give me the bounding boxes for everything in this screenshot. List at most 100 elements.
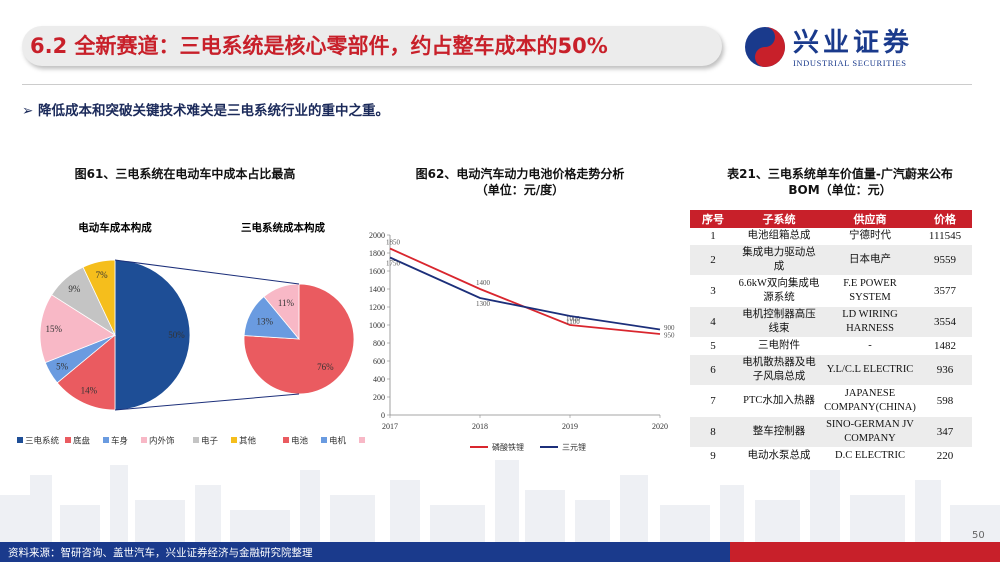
logo-text: 兴业证券	[793, 28, 914, 58]
connector-line-top	[114, 259, 300, 285]
legend-swatch	[103, 437, 109, 443]
y-tick-label: 800	[373, 339, 385, 348]
legend-swatch	[359, 437, 365, 443]
pie1-slice-3	[39, 294, 116, 364]
cell-index: 3	[690, 275, 736, 307]
legend-label: 三电系统	[25, 436, 60, 447]
y-tick-label: 2000	[369, 231, 385, 240]
cell-index: 1	[690, 228, 736, 245]
cell-index: 7	[690, 385, 736, 417]
cell-index: 5	[690, 337, 736, 355]
x-tick-label: 2017	[382, 422, 398, 431]
y-tick-label: 0	[381, 411, 385, 420]
fig62-line-chart: 0 200 400 600 800 1000 1200 1400 1600 1800 2000 201…	[369, 231, 675, 452]
pie2-slices: 76% 13% 11%	[243, 283, 355, 395]
pie1-slice-0	[114, 259, 191, 411]
cell-supplier: 日本电产	[822, 244, 918, 276]
cell-price: 3554	[918, 306, 972, 338]
cell-subsystem: 电池组箱总成	[736, 228, 822, 245]
company-logo-icon	[745, 27, 785, 67]
fig62-series: 1850 1400 1000 900 1750 1300 1100 950	[386, 239, 675, 340]
y-tick-label: 1600	[369, 267, 385, 276]
table21-subtitle: BOM（单位：元）	[788, 183, 892, 197]
cell-price: 936	[918, 354, 972, 386]
cell-index: 8	[690, 416, 736, 448]
cell-subsystem: 集成电力驱动总成	[736, 244, 822, 276]
legend-swatch	[231, 437, 237, 443]
legend-label: 电机	[329, 436, 347, 447]
data-label: 1300	[476, 300, 491, 308]
cell-subsystem: PTC水加入热器	[736, 385, 822, 417]
cell-supplier: F.E POWER SYSTEM	[822, 275, 918, 307]
legend-swatch	[193, 437, 199, 443]
data-label: 1000	[566, 315, 581, 323]
pie1-label-3: 15%	[46, 324, 63, 334]
series-line-1	[389, 256, 661, 331]
table-row: 7 PTC水加入热器 JAPANESE COMPANY(CHINA) 598	[690, 385, 972, 417]
cell-price: 347	[918, 416, 972, 448]
cell-subsystem: 电机散热器及电子风扇总成	[736, 354, 822, 386]
pie2-title: 三电系统成本构成	[241, 221, 325, 234]
arrow-bullet-icon: ➢	[22, 103, 39, 119]
legend-swatch	[65, 437, 71, 443]
pie1-label-0: 50%	[168, 330, 185, 340]
pie1-label-2: 5%	[56, 361, 68, 371]
pie1-slices: 50% 14% 5% 15% 9% 7%	[39, 259, 191, 411]
data-label: 950	[664, 332, 675, 340]
bom-table-body: 1 电池组箱总成 宁德时代 111545 2 集成电力驱动总成 日本电产 9559 3 6.6kW…	[690, 228, 972, 465]
pie1-label-4: 9%	[68, 284, 81, 294]
data-label: 1100	[566, 318, 580, 326]
pie2-label-0: 76%	[317, 362, 334, 372]
y-tick-label: 1400	[369, 285, 385, 294]
cell-subsystem: 三电附件	[736, 337, 822, 355]
y-tick-label: 1000	[369, 321, 385, 330]
col-header-supplier: 供应商	[822, 210, 918, 228]
table-row: 3 6.6kW双向集成电源系统 F.E POWER SYSTEM 3577	[690, 275, 972, 307]
cell-supplier: -	[822, 337, 918, 355]
y-tick-label: 1800	[369, 249, 385, 258]
cell-subsystem: 6.6kW双向集成电源系统	[736, 275, 822, 307]
cell-supplier: JAPANESE COMPANY(CHINA)	[822, 385, 918, 417]
pie2-label-1: 13%	[256, 317, 273, 327]
table-row: 8 整车控制器 SINO-GERMAN JV COMPANY 347	[690, 416, 972, 448]
cell-supplier: SINO-GERMAN JV COMPANY	[822, 416, 918, 448]
pie1-slice-1	[56, 334, 116, 411]
col-header-index: 序号	[690, 210, 736, 228]
skyline-background	[0, 460, 1000, 545]
footer-source: 资料来源：智研咨询、盖世汽车，兴业证券经济与金融研究院整理	[8, 547, 313, 559]
legend-swatch	[141, 437, 147, 443]
legend-swatch	[321, 437, 327, 443]
fig62-subtitle: （单位：元/度）	[475, 183, 565, 197]
fig62-legend: 磷酸铁锂 三元锂	[470, 442, 586, 452]
table-row: 6 电机散热器及电子风扇总成 Y.L/C.L ELECTRIC 936	[690, 354, 972, 386]
page-number: 50	[972, 530, 985, 541]
cell-index: 9	[690, 447, 736, 465]
cell-price: 111545	[918, 228, 972, 245]
legend-label: 车身	[111, 436, 128, 447]
y-tick-label: 600	[373, 357, 385, 366]
y-tick-label: 400	[373, 375, 385, 384]
x-tick-label: 2019	[562, 422, 578, 431]
pie1-label-1: 14%	[81, 386, 98, 396]
cell-index: 4	[690, 306, 736, 338]
data-label: 1400	[476, 279, 491, 287]
legend-label: 电池	[291, 436, 309, 447]
table-row: 9 电动水泵总成 D.C ELECTRIC 220	[690, 447, 972, 465]
cell-supplier: Y.L/C.L ELECTRIC	[822, 354, 918, 386]
series-line-0	[389, 247, 661, 335]
legend-label: 三元锂	[562, 442, 586, 452]
table-row: 5 三电附件 -1482	[690, 337, 972, 355]
legend-swatch	[17, 437, 23, 443]
cell-price: 1482	[918, 337, 972, 355]
title-bar	[22, 26, 722, 66]
key-point: ➢ 降低成本和突破关键技术难关是三电系统行业的重中之重。	[22, 99, 389, 119]
table-row: 1 电池组箱总成 宁德时代 111545	[690, 228, 972, 245]
bom-table: 序号 子系统 供应商 价格 1 电池组箱总成 宁德时代 111545 2 集成电力驱动总成…	[690, 210, 972, 465]
cell-index: 6	[690, 354, 736, 386]
legend-label: 其他	[239, 436, 257, 447]
cell-price: 598	[918, 385, 972, 417]
cell-price: 220	[918, 447, 972, 465]
footer-accent	[730, 542, 1000, 562]
pie2-label-2: 11%	[278, 298, 295, 308]
table-row: 2 集成电力驱动总成 日本电产 9559	[690, 244, 972, 276]
